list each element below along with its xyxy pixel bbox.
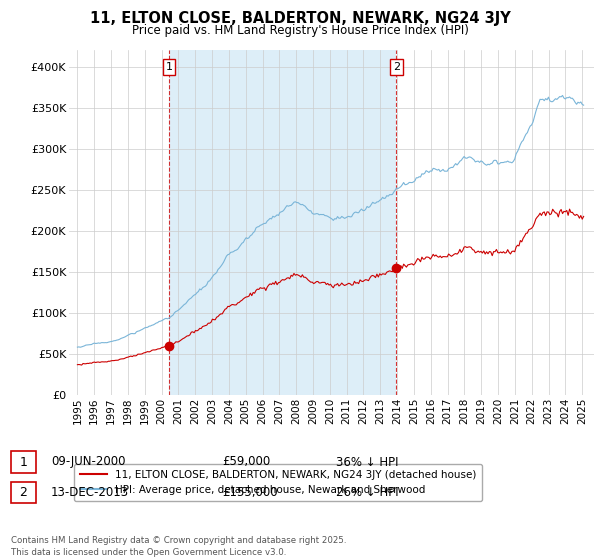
Text: £155,000: £155,000 <box>222 486 278 500</box>
Text: Price paid vs. HM Land Registry's House Price Index (HPI): Price paid vs. HM Land Registry's House … <box>131 24 469 37</box>
Text: 09-JUN-2000: 09-JUN-2000 <box>51 455 125 469</box>
Text: 2: 2 <box>393 62 400 72</box>
Text: 2: 2 <box>19 486 28 500</box>
Bar <box>169 50 396 395</box>
Text: 1: 1 <box>166 62 172 72</box>
Legend: 11, ELTON CLOSE, BALDERTON, NEWARK, NG24 3JY (detached house), HPI: Average pric: 11, ELTON CLOSE, BALDERTON, NEWARK, NG24… <box>74 464 482 501</box>
Text: Contains HM Land Registry data © Crown copyright and database right 2025.
This d: Contains HM Land Registry data © Crown c… <box>11 536 346 557</box>
Text: £59,000: £59,000 <box>222 455 270 469</box>
Text: 13-DEC-2013: 13-DEC-2013 <box>51 486 129 500</box>
Text: 11, ELTON CLOSE, BALDERTON, NEWARK, NG24 3JY: 11, ELTON CLOSE, BALDERTON, NEWARK, NG24… <box>89 11 511 26</box>
Text: 26% ↓ HPI: 26% ↓ HPI <box>336 486 398 500</box>
Text: 1: 1 <box>19 455 28 469</box>
Text: 36% ↓ HPI: 36% ↓ HPI <box>336 455 398 469</box>
